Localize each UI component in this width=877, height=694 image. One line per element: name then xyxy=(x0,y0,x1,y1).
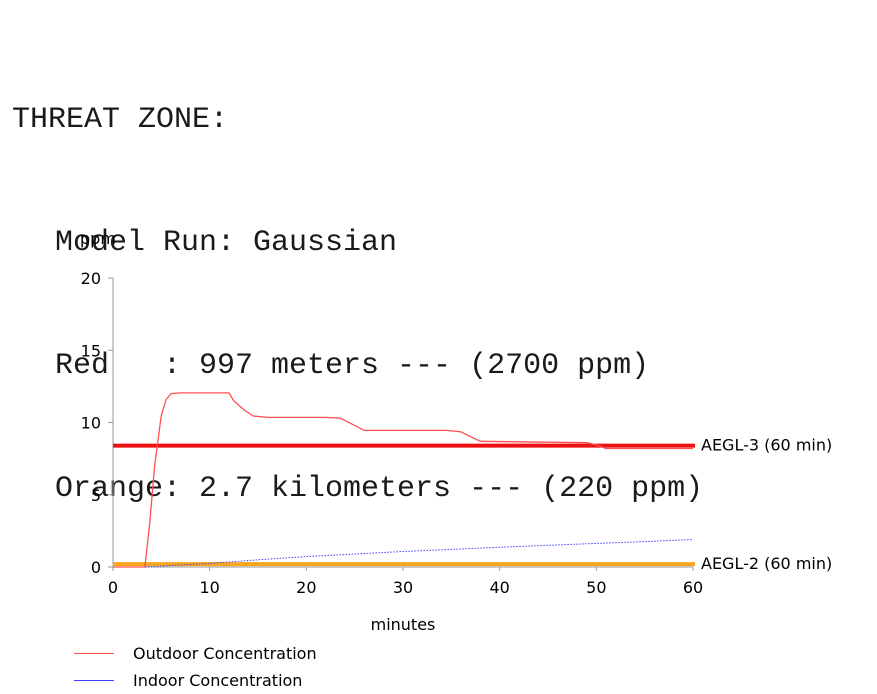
y-axis-label: ppm xyxy=(80,229,116,248)
threat-zone-heading: THREAT ZONE: xyxy=(12,103,229,137)
x-tick-label: 0 xyxy=(108,578,118,597)
series-line-indoor xyxy=(144,539,694,568)
y-tick-label: 15 xyxy=(81,341,101,360)
x-tick-label: 30 xyxy=(393,578,413,597)
series-line-outdoor xyxy=(113,392,693,568)
legend-item-indoor: Indoor Concentration xyxy=(74,667,317,694)
legend-swatch-indoor xyxy=(74,680,114,681)
legend-label-indoor: Indoor Concentration xyxy=(133,671,303,690)
red-zone-line: Red : 997 meters --- (2700 ppm) xyxy=(55,349,650,383)
x-axis-label: minutes xyxy=(371,615,436,634)
legend-label-outdoor: Outdoor Concentration xyxy=(133,644,317,663)
threat-zone-text: THREAT ZONE: Model Run: Gaussian Red : 9… xyxy=(12,18,703,551)
orange-zone-line: Orange: 2.7 kilometers --- (220 ppm) xyxy=(55,472,704,506)
y-tick-label: 20 xyxy=(81,269,101,288)
x-tick-label: 60 xyxy=(683,578,703,597)
threshold-label-aegl-2: AEGL-2 (60 min) xyxy=(701,554,832,573)
x-tick-label: 20 xyxy=(296,578,316,597)
x-tick-label: 10 xyxy=(199,578,219,597)
x-tick-label: 50 xyxy=(586,578,606,597)
legend-swatch-outdoor xyxy=(74,653,114,654)
legend-item-outdoor: Outdoor Concentration xyxy=(74,640,317,667)
concentration-chart: 0 5 10 15 20 0 10 20 30 40 50 60 ppm minutes AEGL-3 (6… xyxy=(80,229,832,634)
model-run-line: Model Run: Gaussian xyxy=(55,226,398,260)
y-tick-label: 10 xyxy=(81,414,101,433)
threshold-label-aegl-3: AEGL-3 (60 min) xyxy=(701,436,832,455)
y-tick-label: 0 xyxy=(91,558,101,577)
y-tick-label: 5 xyxy=(91,486,101,505)
chart-legend: Outdoor Concentration Indoor Concentrati… xyxy=(74,640,317,694)
x-tick-label: 40 xyxy=(489,578,509,597)
